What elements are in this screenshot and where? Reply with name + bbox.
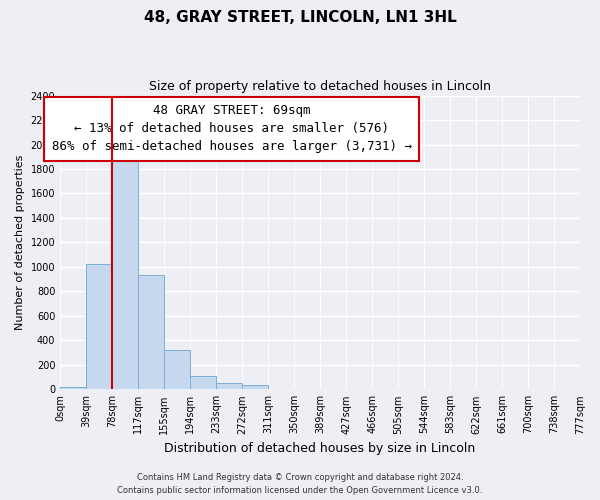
- Bar: [190, 376, 216, 390]
- Title: Size of property relative to detached houses in Lincoln: Size of property relative to detached ho…: [149, 80, 491, 93]
- Text: Contains HM Land Registry data © Crown copyright and database right 2024.
Contai: Contains HM Land Registry data © Crown c…: [118, 474, 482, 495]
- Y-axis label: Number of detached properties: Number of detached properties: [15, 154, 25, 330]
- Bar: [138, 276, 164, 390]
- Text: 48 GRAY STREET: 69sqm
← 13% of detached houses are smaller (576)
86% of semi-det: 48 GRAY STREET: 69sqm ← 13% of detached …: [52, 104, 412, 154]
- Bar: [242, 385, 268, 390]
- Bar: [216, 383, 242, 390]
- Text: 48, GRAY STREET, LINCOLN, LN1 3HL: 48, GRAY STREET, LINCOLN, LN1 3HL: [143, 10, 457, 25]
- Bar: [112, 156, 138, 390]
- Bar: [164, 350, 190, 390]
- X-axis label: Distribution of detached houses by size in Lincoln: Distribution of detached houses by size …: [164, 442, 476, 455]
- Bar: [86, 264, 112, 390]
- Bar: [60, 387, 86, 390]
